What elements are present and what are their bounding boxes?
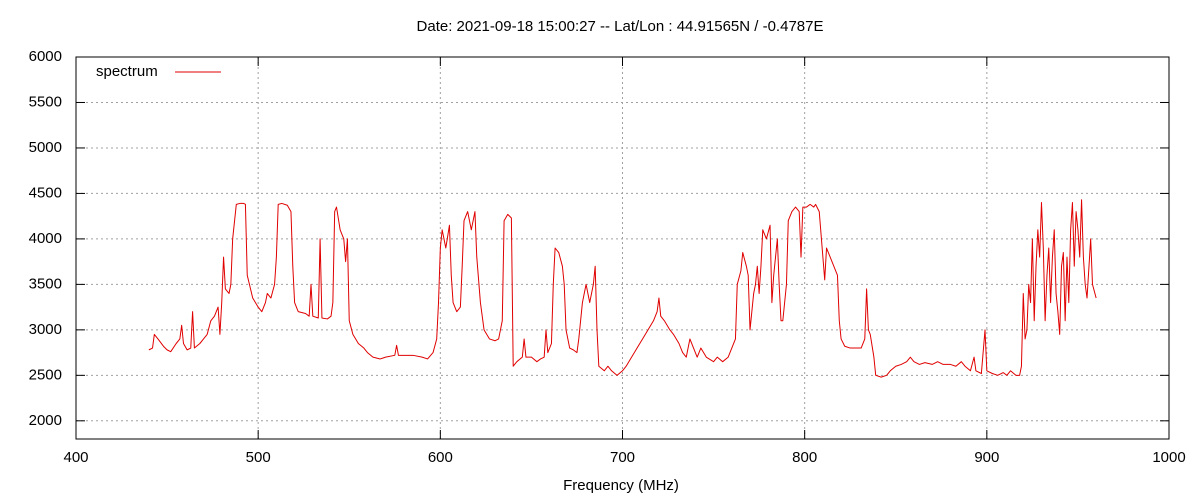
x-tick-label: 400 [63,449,88,466]
x-tick-label: 800 [792,449,817,466]
x-tick-label: 1000 [1152,449,1185,466]
line-series [148,199,1097,378]
x-tick-label: 900 [974,449,999,466]
y-tick-label: 3000 [29,321,62,338]
x-tick-label: 700 [610,449,635,466]
x-tick-label: 600 [428,449,453,466]
x-axis-label: Frequency (MHz) [563,477,679,494]
y-tick-label: 4500 [29,184,62,201]
y-tick-label: 5000 [29,139,62,156]
y-tick-label: 6000 [29,48,62,65]
y-tick-label: 4000 [29,230,62,247]
chart-title: Date: 2021-09-18 15:00:27 -- Lat/Lon : 4… [417,18,824,35]
legend-label: spectrum [96,63,158,80]
x-tick-label: 500 [246,449,271,466]
y-tick-label: 5500 [29,93,62,110]
y-tick-label: 2500 [29,366,62,383]
y-tick-label: 2000 [29,412,62,429]
plot-border [75,56,1170,440]
y-tick-label: 3500 [29,275,62,292]
